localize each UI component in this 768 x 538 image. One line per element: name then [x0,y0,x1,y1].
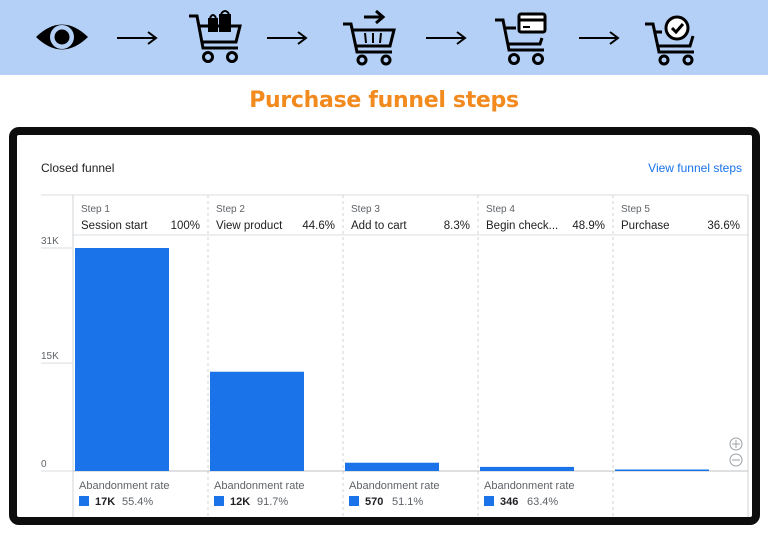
abandonment-rate-label: Abandonment rate [79,480,170,492]
step-name-label: Add to cart [351,220,407,232]
abandonment-rate-label: Abandonment rate [484,480,575,492]
abandonment-rate-label: Abandonment rate [349,480,440,492]
shopping-bags-cart-icon [189,10,242,63]
purchase-complete-cart-icon [645,15,695,66]
abandonment-count: 17K [95,496,115,508]
arrow-right-icon [117,31,158,45]
eye-icon [36,24,88,50]
abandonment-count: 570 [365,496,383,508]
zoom-out-button[interactable] [729,453,743,467]
abandonment-rate-value: 51.1% [392,496,423,508]
step-completion-rate: 36.6% [707,220,740,232]
plus-icon [732,440,740,448]
funnel-icon-banner [0,0,768,75]
zoom-in-icon [729,437,743,451]
step-completion-rate: 100% [171,220,200,232]
step-number-label: Step 4 [486,204,515,215]
checkout-card-cart-icon [495,12,547,65]
y-tick-label: 31K [41,236,59,247]
step-number-label: Step 1 [81,204,110,215]
y-tick-label: 0 [41,459,47,470]
abandonment-rate-value: 91.7% [257,496,288,508]
step-number-label: Step 3 [351,204,380,215]
step-name-label: Begin check... [486,220,558,232]
abandonment-rate-value: 63.4% [527,496,558,508]
arrow-right-icon [426,31,467,45]
funnel-bar[interactable] [615,469,709,471]
abandonment-rate-value: 55.4% [122,496,153,508]
step-name-label: Purchase [621,220,670,232]
card-title: Closed funnel [41,161,115,175]
abandonment-count: 12K [230,496,250,508]
add-to-cart-icon [343,9,396,66]
arrow-right-icon [579,31,620,45]
abandonment-count: 346 [500,496,518,508]
view-funnel-steps-link[interactable]: View funnel steps [648,161,742,175]
arrow-right-icon [267,31,308,45]
abandonment-rate-label: Abandonment rate [214,480,305,492]
funnel-bar[interactable] [480,466,574,471]
step-number-label: Step 5 [621,204,650,215]
step-number-label: Step 2 [216,204,245,215]
funnel-card: 0 15K 31K Step 1 Session start 100% Step 2 View… [9,127,760,525]
page-headline: Purchase funnel steps [249,88,519,113]
funnel-bar[interactable] [345,462,439,471]
abandonment-swatch [79,496,89,506]
step-completion-rate: 8.3% [444,220,470,232]
zoom-in-button[interactable] [729,437,743,451]
step-name-label: View product [216,220,283,232]
step-name-label: Session start [81,220,148,232]
y-tick-label: 15K [41,351,59,362]
step-completion-rate: 44.6% [302,220,335,232]
zoom-out-icon [729,453,743,467]
abandonment-swatch [484,496,494,506]
funnel-bar[interactable] [210,371,304,471]
step-completion-rate: 48.9% [572,220,605,232]
abandonment-swatch [214,496,224,506]
abandonment-swatch [349,496,359,506]
funnel-bar[interactable] [75,248,169,471]
funnel-chart: 0 15K 31K Step 1 Session start 100% Step 2 View… [41,194,749,517]
